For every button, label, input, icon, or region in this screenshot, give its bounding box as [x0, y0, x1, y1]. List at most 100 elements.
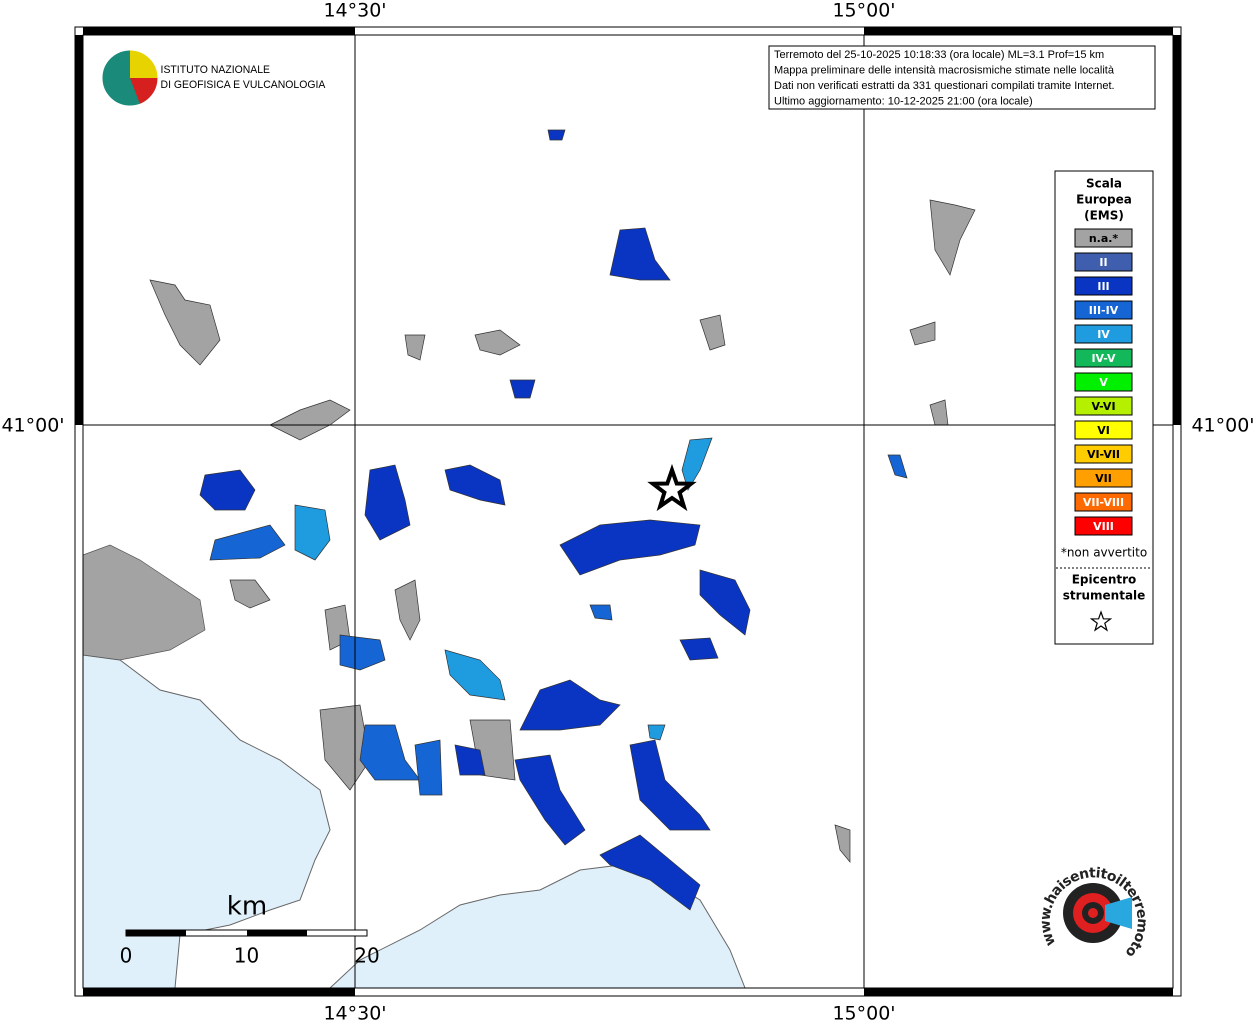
municipality	[834, 824, 851, 863]
legend-label: IV-V	[1091, 352, 1116, 365]
frame-segment	[864, 27, 1173, 35]
municipality	[149, 279, 221, 366]
ingv-logo: ISTITUTO NAZIONALE DI GEOFISICA E VULCAN…	[101, 49, 327, 107]
scale-segment	[247, 930, 307, 936]
logo-text: DI GEOFISICA E VULCANOLOGIA	[161, 79, 327, 91]
lon-label: 14°30'	[323, 1003, 386, 1024]
info-line: Dati non verificati estratti da 331 ques…	[774, 80, 1115, 92]
scale-tick-label: 20	[354, 944, 379, 968]
municipality	[699, 569, 751, 636]
legend-swatch	[1074, 444, 1133, 464]
municipality	[514, 754, 586, 846]
legend-swatch	[1074, 468, 1133, 488]
municipality	[509, 379, 536, 399]
legend-swatch	[1074, 252, 1133, 272]
legend-swatch	[1074, 228, 1133, 248]
municipality	[699, 314, 726, 351]
municipality	[209, 524, 286, 561]
legend-label: VIII	[1093, 520, 1114, 533]
scale-segment	[126, 930, 186, 936]
municipality	[319, 704, 371, 791]
legend-epicenter: strumentale	[1063, 589, 1146, 603]
legend-title: (EMS)	[1084, 209, 1124, 223]
lat-label: 41°00'	[1, 415, 64, 437]
municipality	[599, 834, 701, 911]
municipality	[547, 129, 566, 141]
scale-bar: km 0 10 20	[120, 892, 380, 968]
municipality	[294, 504, 331, 561]
legend-label: VII-VIII	[1083, 496, 1124, 509]
legend-swatch	[1074, 396, 1133, 416]
municipality	[681, 437, 713, 491]
legend-swatch	[1074, 348, 1133, 368]
municipality	[394, 579, 421, 641]
info-line: Terremoto del 25-10-2025 10:18:33 (ora l…	[774, 49, 1104, 61]
logo-segment	[130, 78, 158, 104]
frame-segment	[83, 988, 355, 996]
legend-swatch	[1074, 276, 1133, 296]
municipality	[364, 464, 411, 541]
legend-swatch	[1074, 324, 1133, 344]
municipality	[519, 679, 621, 731]
lon-label: 15°00'	[832, 1003, 895, 1024]
info-line: Mappa preliminare delle intensità macros…	[774, 64, 1115, 76]
frame-segment	[864, 988, 1173, 996]
municipality	[339, 634, 386, 671]
municipality	[474, 329, 521, 356]
municipality	[444, 464, 506, 506]
frame-inner	[82, 34, 1174, 989]
legend-label: n.a.*	[1089, 232, 1119, 245]
brand-circle	[1088, 908, 1098, 918]
scale-tick-label: 10	[234, 944, 259, 968]
sea	[328, 864, 746, 989]
region	[82, 544, 206, 661]
municipality	[269, 399, 351, 441]
epicenter-star	[647, 463, 697, 512]
info-lines: Terremoto del 25-10-2025 10:18:33 (ora l…	[774, 49, 1115, 108]
lat-label: 41°00'	[1191, 415, 1254, 437]
municipality	[414, 739, 443, 796]
municipality	[199, 469, 256, 511]
lon-label: 14°30'	[323, 0, 386, 22]
legend-swatch	[1074, 492, 1133, 512]
legend-epicenter: Epicentro	[1072, 573, 1137, 587]
graticule	[83, 35, 1173, 988]
municipality	[679, 637, 719, 661]
municipality	[454, 744, 486, 776]
legend-swatch	[1074, 372, 1133, 392]
municipality	[589, 604, 613, 621]
frame-segment	[1173, 35, 1181, 425]
brand-speaker	[1105, 897, 1132, 929]
legend-label: VI-VII	[1087, 448, 1120, 461]
municipality	[444, 649, 506, 701]
scale-tick-label: 0	[120, 944, 133, 968]
logo-outline	[101, 49, 159, 107]
legend-title: Scala	[1086, 177, 1122, 191]
legend-label: VII	[1095, 472, 1112, 485]
frame	[74, 26, 1182, 997]
legend-label: III	[1097, 280, 1109, 293]
legend-swatch	[1074, 300, 1133, 320]
municipality	[559, 519, 701, 576]
legend-star	[1089, 610, 1113, 632]
municipality	[887, 454, 908, 479]
municipality	[647, 724, 666, 741]
info-line: Ultimo aggiornamento: 10-12-2025 21:00 (…	[774, 95, 1033, 107]
municipality	[404, 334, 426, 361]
legend-label: V	[1099, 376, 1108, 389]
logo-text: ISTITUTO NAZIONALE	[161, 64, 270, 76]
sea	[82, 654, 331, 989]
municipality	[229, 579, 271, 609]
legend-note: *non avvertito	[1061, 546, 1147, 560]
info-box	[768, 45, 1156, 110]
municipality	[629, 739, 711, 831]
logo-segment	[130, 50, 158, 78]
legend-swatch	[1074, 516, 1133, 536]
municipalities	[149, 129, 976, 911]
legend-label: VI	[1097, 424, 1110, 437]
frame-outer	[74, 26, 1182, 997]
legend-label: III-IV	[1089, 304, 1119, 317]
legend-label: V-VI	[1091, 400, 1115, 413]
